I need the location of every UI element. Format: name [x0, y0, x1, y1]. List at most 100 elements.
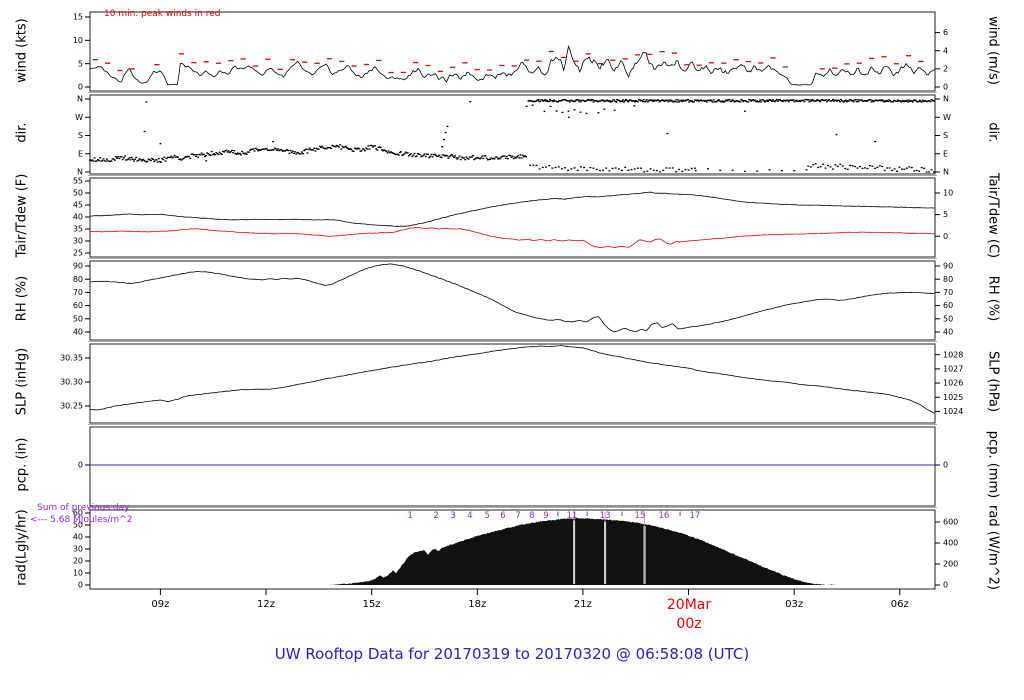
dir-dot — [485, 157, 488, 159]
tick-label-left: 0 — [78, 581, 83, 590]
x-tick-label: 18z — [468, 599, 486, 610]
dir-dot — [635, 100, 638, 103]
dir-dot — [137, 159, 140, 161]
dir-dot — [802, 99, 805, 102]
dir-dot — [896, 170, 898, 172]
dir-dot — [444, 155, 446, 157]
dir-dot — [778, 98, 781, 101]
dir-dot — [522, 156, 525, 158]
dir-outlier-dot — [159, 143, 162, 145]
dir-dot — [217, 153, 220, 156]
dir-dot — [805, 98, 808, 101]
tick-label-left: 50 — [73, 189, 83, 198]
dir-dot — [638, 99, 641, 101]
dir-dot — [608, 100, 611, 102]
dir-dot — [302, 152, 304, 155]
dir-dot — [917, 100, 920, 103]
dir-dot — [665, 99, 668, 101]
dir-dot — [674, 100, 677, 103]
dir-dot — [910, 100, 913, 102]
dir-dot — [824, 99, 827, 102]
dir-dot — [556, 101, 558, 103]
dir-dot — [782, 99, 785, 101]
dir-dot — [668, 167, 671, 169]
dir-dot — [246, 151, 249, 153]
dir-dot — [148, 159, 151, 161]
panel-rh: 40 50 60 70 80 90 40 50 60 70 80 90 — [73, 258, 953, 341]
dir-dot — [926, 100, 929, 103]
dir-dot — [367, 145, 370, 147]
tick-label-right: 0 — [943, 581, 948, 590]
dir-dot — [492, 157, 495, 160]
dir-dot — [576, 169, 579, 172]
dir-dot — [438, 154, 441, 156]
tick-label-right: E — [943, 149, 948, 158]
tick-label-left: 50 — [73, 521, 83, 530]
dir-dot — [680, 99, 683, 102]
dir-dot — [344, 145, 347, 147]
dir-dot — [343, 146, 346, 148]
dir-dot — [900, 101, 902, 103]
dir-dot — [834, 164, 837, 166]
dir-dot — [527, 100, 530, 102]
dir-dot — [785, 99, 788, 101]
dir-dot — [601, 99, 604, 102]
dir-dot — [636, 167, 639, 169]
dir-dot — [249, 149, 251, 151]
panel-border-tair — [89, 177, 936, 258]
dir-dot — [738, 100, 741, 102]
dir-dot — [839, 98, 842, 101]
dir-dot — [763, 100, 765, 102]
dir-dot — [338, 146, 340, 148]
dir-dot — [316, 148, 319, 150]
dir-dot — [718, 100, 721, 102]
dir-dot — [660, 99, 663, 102]
dir-dot — [776, 100, 779, 102]
dir-dot — [430, 153, 433, 156]
dir-dot — [439, 156, 442, 158]
dir-dot — [608, 170, 611, 172]
dir-dot — [202, 153, 205, 155]
dir-dot — [532, 100, 535, 102]
dir-dot — [683, 100, 686, 102]
dir-dot — [422, 154, 425, 156]
dir-dot — [882, 100, 885, 102]
dir-dot — [152, 158, 155, 161]
dir-dot — [116, 157, 119, 159]
dir-dot — [866, 100, 869, 102]
dir-dot — [822, 99, 825, 101]
dir-dot — [609, 101, 612, 103]
dir-dot — [864, 99, 867, 102]
dir-dot — [766, 99, 768, 101]
dir-dot — [626, 99, 628, 102]
dir-dot — [567, 110, 570, 112]
dir-dot — [455, 157, 458, 159]
dir-dot — [562, 99, 565, 101]
dir-dot — [268, 149, 271, 151]
dir-dot — [836, 100, 838, 102]
dir-dot — [624, 166, 627, 169]
dir-dot — [736, 100, 739, 102]
dir-dot — [260, 148, 263, 151]
dir-dot — [175, 156, 178, 158]
dir-dot — [255, 148, 258, 150]
dir-dot — [829, 166, 832, 168]
dir-dot — [633, 168, 636, 170]
dir-dot — [851, 99, 854, 102]
dir-outlier-dot — [469, 101, 472, 103]
dir-dot — [563, 98, 566, 101]
dir-dot — [463, 157, 466, 159]
dir-dot — [181, 158, 184, 160]
dir-dot — [237, 153, 240, 155]
rad-sum-marker-11: 11 — [567, 511, 578, 521]
dir-dot — [644, 100, 647, 102]
dir-dot — [531, 100, 534, 102]
dir-dot — [641, 100, 644, 103]
dir-dot — [401, 154, 404, 156]
dir-dot — [273, 147, 276, 149]
dir-dot — [728, 98, 731, 101]
dir-dot — [576, 98, 579, 101]
dir-dot — [560, 168, 563, 170]
tick-label-left: 50 — [73, 314, 83, 323]
dir-dot — [289, 149, 292, 152]
